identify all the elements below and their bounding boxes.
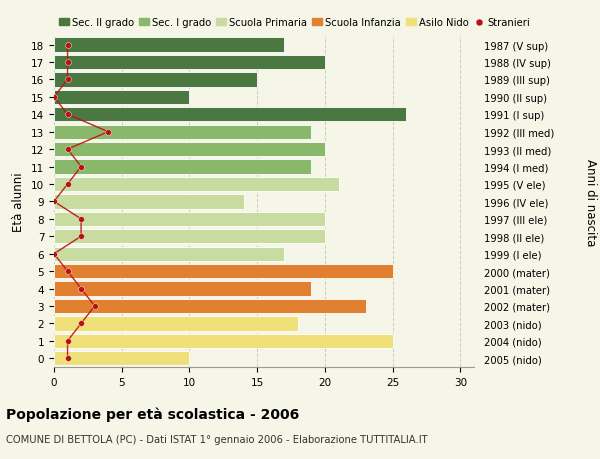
- Bar: [54, 125, 311, 140]
- Bar: [54, 56, 325, 70]
- Bar: [54, 73, 257, 87]
- Point: [63, 268, 73, 275]
- Point: [76, 285, 86, 292]
- Bar: [54, 143, 325, 157]
- Bar: [54, 38, 284, 52]
- Y-axis label: Età alunni: Età alunni: [13, 172, 25, 232]
- Bar: [54, 160, 311, 174]
- Bar: [54, 264, 393, 279]
- Point: [63, 42, 73, 49]
- Bar: [54, 108, 406, 122]
- Text: Popolazione per età scolastica - 2006: Popolazione per età scolastica - 2006: [6, 406, 299, 421]
- Point: [63, 59, 73, 67]
- Text: Anni di nascita: Anni di nascita: [584, 158, 597, 246]
- Bar: [54, 90, 190, 105]
- Point: [63, 181, 73, 188]
- Text: COMUNE DI BETTOLA (PC) - Dati ISTAT 1° gennaio 2006 - Elaborazione TUTTITALIA.IT: COMUNE DI BETTOLA (PC) - Dati ISTAT 1° g…: [6, 434, 428, 444]
- Point: [63, 337, 73, 345]
- Point: [49, 94, 59, 101]
- Bar: [54, 299, 365, 313]
- Bar: [54, 352, 190, 366]
- Point: [63, 112, 73, 119]
- Point: [49, 198, 59, 206]
- Legend: Sec. II grado, Sec. I grado, Scuola Primaria, Scuola Infanzia, Asilo Nido, Stran: Sec. II grado, Sec. I grado, Scuola Prim…: [59, 18, 530, 28]
- Bar: [54, 230, 325, 244]
- Bar: [54, 334, 393, 348]
- Point: [90, 302, 100, 310]
- Point: [76, 233, 86, 241]
- Point: [76, 163, 86, 171]
- Point: [76, 216, 86, 223]
- Bar: [54, 247, 284, 261]
- Point: [76, 320, 86, 327]
- Bar: [54, 178, 338, 192]
- Point: [63, 355, 73, 362]
- Bar: [54, 282, 311, 296]
- Bar: [54, 195, 244, 209]
- Bar: [54, 212, 325, 226]
- Point: [63, 146, 73, 153]
- Point: [63, 77, 73, 84]
- Point: [103, 129, 113, 136]
- Point: [49, 251, 59, 258]
- Bar: [54, 317, 298, 331]
